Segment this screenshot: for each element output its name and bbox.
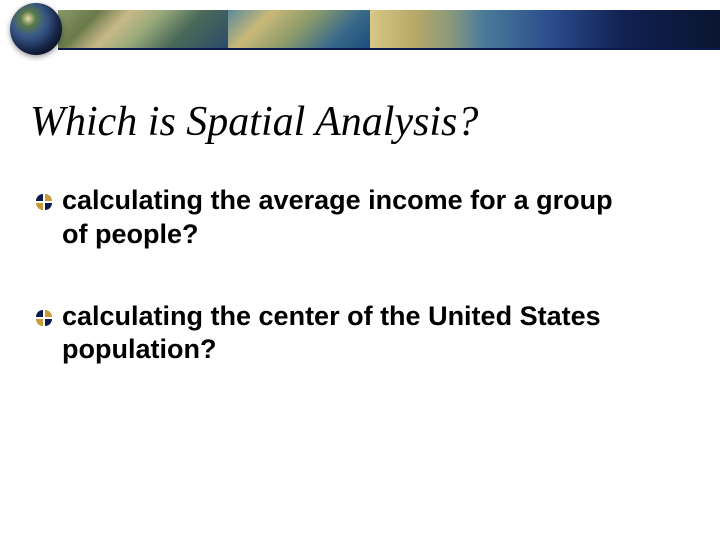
- bullet-item: calculating the average income for a gro…: [30, 184, 690, 252]
- slide-content: Which is Spatial Analysis? calculating t…: [0, 58, 720, 367]
- banner-strip: [58, 10, 720, 50]
- bullet-text: calculating the center of the United Sta…: [62, 300, 622, 368]
- banner-seg-4: [484, 10, 720, 50]
- bullet-item: calculating the center of the United Sta…: [30, 300, 690, 368]
- banner-seg-2: [228, 10, 370, 50]
- slide-title: Which is Spatial Analysis?: [30, 98, 690, 146]
- header-banner: [0, 0, 720, 58]
- bullet-text: calculating the average income for a gro…: [62, 184, 622, 252]
- compass-bullet-icon: [36, 310, 52, 326]
- globe-icon: [10, 3, 62, 55]
- compass-bullet-icon: [36, 194, 52, 210]
- banner-bottom-line: [58, 48, 720, 50]
- banner-seg-3: [370, 10, 483, 50]
- banner-seg-1: [58, 10, 228, 50]
